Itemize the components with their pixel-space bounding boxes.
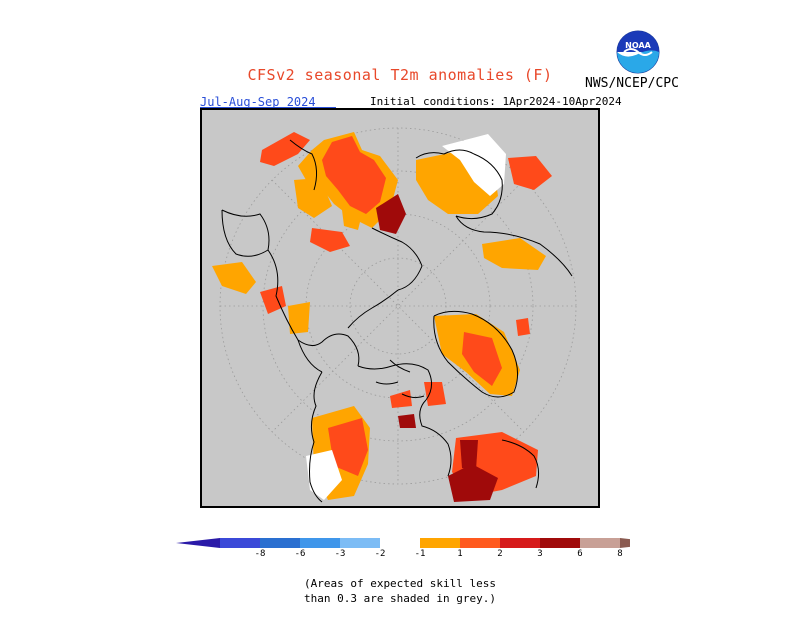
anomaly-patches — [212, 132, 552, 502]
anomaly-medium-alaska — [390, 390, 412, 408]
colorbar-right-arrow — [620, 538, 630, 548]
colorbar-swatch — [500, 538, 540, 548]
anomaly-light-west2 — [288, 302, 310, 334]
colorbar-tick-labels: -8 -6 -3 -2 -1 1 2 3 6 8 — [255, 549, 623, 559]
colorbar-tick-label: 3 — [537, 549, 542, 559]
anomaly-strong-arctic-canada — [398, 414, 416, 428]
colorbar: -8 -6 -3 -2 -1 1 2 3 6 8 — [176, 538, 630, 559]
anomaly-medium-west-na — [328, 418, 368, 476]
colorbar-tick-label: -8 — [255, 549, 266, 559]
colorbar-swatch — [340, 538, 380, 548]
noaa-logo-text: NOAA — [625, 41, 651, 50]
anomaly-light-africa — [212, 262, 256, 294]
season-underline — [200, 107, 336, 108]
colorbar-tick-label: -1 — [415, 549, 426, 559]
colorbar-swatches — [176, 538, 630, 548]
anomaly-strong-hudson — [460, 440, 478, 470]
anomaly-light-far-east — [294, 178, 332, 218]
polar-map-svg — [212, 127, 577, 503]
colorbar-tick-label: -3 — [335, 549, 346, 559]
colorbar-tick-label: 2 — [497, 549, 502, 559]
anomaly-medium-west — [260, 286, 286, 314]
page-title: CFSv2 seasonal T2m anomalies (F) — [247, 66, 553, 84]
anomaly-medium-east-asia — [310, 228, 350, 252]
anomaly-medium-arctic-canada — [424, 382, 446, 406]
skill-note: (Areas of expected skill less than 0.3 a… — [0, 576, 800, 606]
anomaly-medium-siberia — [322, 136, 386, 214]
season-label: Jul-Aug-Sep 2024 — [200, 95, 316, 109]
colorbar-swatch — [540, 538, 580, 548]
colorbar-tick-label: -2 — [375, 549, 386, 559]
anomaly-medium-kamchatka — [260, 132, 310, 166]
colorbar-swatch — [380, 538, 420, 548]
colorbar-swatch — [420, 538, 460, 548]
colorbar-tick-label: -6 — [295, 549, 306, 559]
colorbar-swatch — [260, 538, 300, 548]
colorbar-left-arrow — [176, 538, 220, 548]
colorbar-tick-label: 1 — [457, 549, 462, 559]
agency-label: NWS/NCEP/CPC — [585, 76, 679, 91]
colorbar-swatch — [220, 538, 260, 548]
anomaly-medium-scandinavia — [508, 156, 552, 190]
polar-map — [200, 108, 600, 508]
anomaly-light-mediterranean — [482, 238, 546, 270]
colorbar-swatch — [300, 538, 340, 548]
colorbar-swatch — [460, 538, 500, 548]
skill-note-line2: than 0.3 are shaded in grey.) — [303, 592, 497, 605]
anomaly-white-southwest — [306, 450, 342, 500]
skill-note-line1: (Areas of expected skill less — [303, 577, 497, 590]
coastlines — [221, 139, 573, 503]
anomaly-light-central-asia — [342, 210, 362, 230]
noaa-logo: NOAA — [616, 30, 660, 74]
initial-conditions-label: Initial conditions: 1Apr2024-10Apr2024 — [370, 95, 622, 108]
anomaly-strong-siberia — [376, 194, 406, 234]
colorbar-tick-label: 8 — [617, 549, 622, 559]
anomaly-white-arctic — [442, 134, 506, 196]
anomaly-strong-east-na — [448, 464, 498, 502]
anomaly-medium-iceland — [516, 318, 530, 336]
anomaly-medium-greenland — [462, 332, 502, 386]
colorbar-swatch — [580, 538, 620, 548]
colorbar-tick-label: 6 — [577, 549, 582, 559]
